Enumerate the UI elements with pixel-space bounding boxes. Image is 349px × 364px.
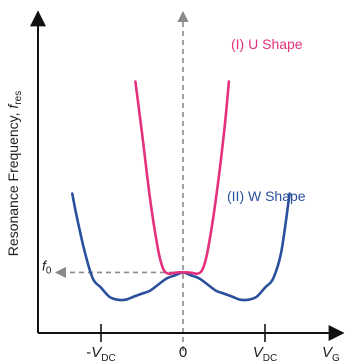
y-axis-label-sub: res <box>13 91 24 105</box>
x-axis-label: VG <box>322 344 340 364</box>
x-tick-label: VDC <box>253 344 277 364</box>
f0-label-var: f <box>42 257 48 273</box>
series-line-w-shape <box>71 192 291 302</box>
x-axis-label-sub: G <box>332 353 340 364</box>
series-label-u-shape: (I) U Shape <box>231 36 303 52</box>
series-line-u-shape <box>134 80 231 276</box>
y-axis-label-text: Resonance Frequency, <box>5 109 21 257</box>
series-label-w-shape: (II) W Shape <box>227 188 306 204</box>
f0-label: f0 <box>42 257 52 276</box>
reference-lines <box>54 10 189 351</box>
x-tick-label: -VDC <box>86 344 115 364</box>
x-ticks: -VDC 0 VDC <box>86 324 277 364</box>
plot-area <box>71 80 291 302</box>
y-axis-label-var: f <box>5 103 21 109</box>
y-axis-label: Resonance Frequency, fres <box>5 91 24 256</box>
x-tick-label: 0 <box>179 344 187 361</box>
x-axis-label-var: V <box>322 344 334 361</box>
f0-label-sub: 0 <box>46 265 52 276</box>
